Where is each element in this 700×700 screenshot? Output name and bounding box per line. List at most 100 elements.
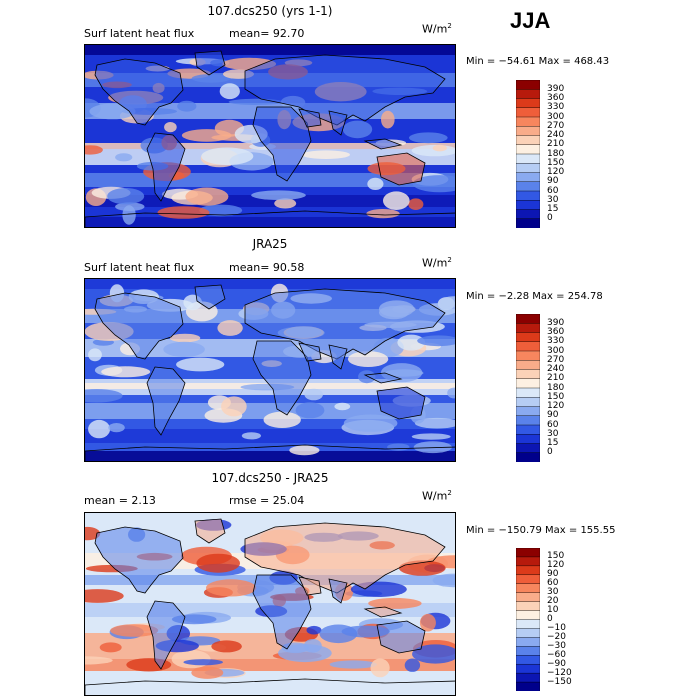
panel-3-title: 107.dcs250 - JRA25 — [211, 471, 329, 485]
continent-outline — [363, 138, 403, 150]
field-patch — [85, 656, 113, 665]
field-patch — [157, 206, 210, 219]
field-patch — [440, 296, 455, 307]
field-patch — [381, 110, 395, 129]
panel-3-colorbar — [516, 548, 540, 691]
colorbar-tick-label: −20 — [547, 631, 566, 642]
colorbar-swatch — [516, 415, 540, 426]
continent-outline — [194, 518, 226, 544]
continent-outline — [244, 522, 446, 594]
colorbar-tick-label: −30 — [547, 640, 566, 651]
field-patch — [329, 660, 377, 669]
colorbar-swatch — [516, 163, 540, 174]
continent-outline — [376, 386, 426, 420]
field-patch — [367, 177, 384, 190]
field-patch — [164, 122, 177, 133]
colorbar-tick-label: 0 — [547, 447, 553, 458]
colorbar-tick-label: 300 — [547, 345, 565, 356]
colorbar-swatch — [516, 628, 540, 638]
colorbar-tick-label: 15 — [547, 204, 559, 214]
colorbar-tick-label: 360 — [547, 327, 565, 337]
panel-2-title: JRA25 — [252, 237, 288, 251]
colorbar-swatch — [516, 135, 540, 146]
colorbar-swatch — [516, 190, 540, 201]
panel-2-units: W/m2 — [422, 256, 452, 270]
field-patch — [419, 613, 436, 632]
colorbar-swatch — [516, 341, 540, 352]
colorbar-tick-label: 30 — [547, 194, 559, 205]
continent-outline — [298, 576, 322, 596]
colorbar-swatch — [516, 565, 540, 576]
colorbar-tick-label: −150 — [547, 676, 572, 687]
field-patch — [115, 153, 133, 162]
colorbar-tick-label: −60 — [547, 649, 566, 660]
field-patch — [191, 74, 231, 83]
colorbar-swatch — [516, 323, 540, 334]
continent-outline — [376, 152, 426, 186]
field-patch — [289, 445, 320, 456]
field-patch — [171, 649, 211, 669]
colorbar-tick-label: 90 — [547, 569, 559, 580]
panel-2-minmax: Min = −2.28 Max = 254.78 — [466, 291, 603, 302]
field-patch — [413, 441, 452, 454]
colorbar-tick-label: 330 — [547, 336, 565, 347]
colorbar-swatch — [516, 681, 540, 691]
colorbar-swatch — [516, 397, 540, 408]
colorbar-tick-label: 270 — [547, 354, 565, 365]
colorbar-tick-label: 20 — [547, 596, 559, 607]
field-patch — [417, 335, 455, 347]
colorbar-swatch — [516, 610, 540, 621]
continent-outline — [252, 340, 312, 416]
panel-3-mean: mean = 2.13 — [84, 494, 156, 507]
continent-outline — [85, 678, 455, 695]
continent-outline — [146, 366, 186, 436]
colorbar-tick-label: 390 — [547, 83, 565, 94]
panel-3-minmax: Min = −150.79 Max = 155.55 — [466, 525, 616, 536]
colorbar-tick-label: 120 — [547, 560, 565, 571]
field-patch — [432, 144, 447, 152]
colorbar-tick-label: 10 — [547, 605, 559, 616]
field-patch — [404, 658, 421, 672]
panel-2-variable: Surf latent heat flux — [84, 261, 195, 274]
colorbar-swatch — [516, 556, 540, 567]
continent-outline — [94, 58, 184, 126]
colorbar-swatch — [516, 646, 540, 656]
field-patch — [107, 188, 145, 205]
panel-1-colorbar-labels: 390 360 330 300 270 240 210 180 150 120 90 60 30 15 0 — [547, 80, 587, 228]
colorbar-swatch — [516, 89, 540, 100]
field-patch — [122, 205, 136, 225]
colorbar-tick-label: 60 — [547, 419, 559, 430]
colorbar-tick-label: 15 — [547, 438, 559, 448]
colorbar-swatch — [516, 200, 540, 211]
colorbar-tick-label: 360 — [547, 93, 565, 103]
colorbar-tick-label: 0 — [547, 213, 553, 224]
field-patch — [411, 433, 451, 440]
field-patch — [217, 320, 243, 336]
colorbar-swatch — [516, 98, 540, 109]
field-patch — [201, 147, 254, 166]
colorbar-swatch — [516, 218, 540, 228]
field-patch — [368, 597, 422, 609]
colorbar-swatch — [516, 107, 540, 118]
panel-1-title: 107.dcs250 (yrs 1-1) — [207, 4, 333, 18]
field-band — [85, 217, 455, 227]
panel-2-colorbar — [516, 314, 540, 462]
continent-outline — [298, 342, 322, 362]
field-patch — [343, 414, 398, 432]
field-patch — [185, 187, 229, 206]
colorbar-swatch — [516, 153, 540, 164]
continent-outline — [194, 284, 226, 310]
panel-1-minmax: Min = −54.61 Max = 468.43 — [466, 56, 610, 67]
field-patch — [196, 553, 240, 573]
colorbar-tick-label: 390 — [547, 317, 565, 328]
field-band — [85, 429, 455, 443]
continent-outline — [94, 526, 184, 594]
colorbar-tick-label: −10 — [547, 622, 566, 633]
colorbar-swatch — [516, 369, 540, 380]
colorbar-swatch — [516, 314, 540, 324]
continent-outline — [146, 132, 186, 202]
colorbar-swatch — [516, 424, 540, 435]
panel-1-units: W/m2 — [422, 22, 452, 36]
field-patch — [412, 644, 455, 664]
continent-outline — [328, 110, 348, 136]
